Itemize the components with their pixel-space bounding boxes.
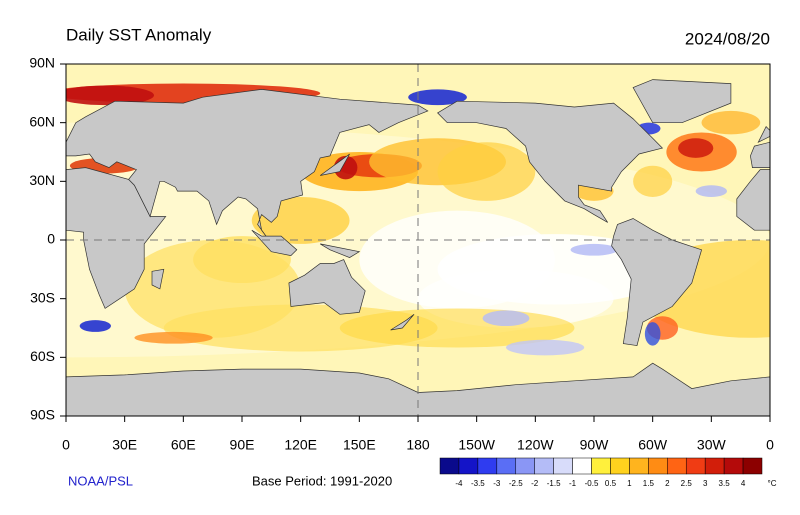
landmass bbox=[632, 79, 732, 124]
colorbar-swatch bbox=[648, 457, 668, 475]
colorbar-label: -1 bbox=[569, 479, 577, 488]
anomaly-patch bbox=[633, 165, 673, 197]
colorbar-swatch bbox=[610, 457, 630, 475]
landmass bbox=[611, 218, 703, 346]
lat-label: 60S bbox=[30, 348, 55, 364]
lon-label: 120E bbox=[284, 437, 317, 453]
colorbar-swatch bbox=[553, 457, 573, 475]
lon-label: 60E bbox=[171, 437, 196, 453]
anomaly-patch bbox=[66, 85, 154, 106]
source: NOAA/PSL bbox=[68, 473, 133, 488]
colorbar-swatch bbox=[534, 457, 554, 475]
colorbar-label: -2 bbox=[531, 479, 539, 488]
landmass bbox=[736, 169, 770, 231]
colorbar-swatch bbox=[704, 457, 725, 475]
anomaly-patch bbox=[678, 138, 714, 158]
colorbar-swatch bbox=[439, 457, 460, 475]
landmass bbox=[320, 243, 361, 258]
lat-label: 0 bbox=[47, 231, 55, 247]
lon-label: 30W bbox=[697, 437, 727, 453]
colorbar-label: -3.5 bbox=[471, 479, 485, 488]
anomaly-patch bbox=[644, 322, 661, 346]
anomaly-patch bbox=[701, 110, 761, 135]
lon-label: 90W bbox=[580, 437, 610, 453]
colorbar: -4 -3.5 -3 -2.5 -2 -1.5 -1 -0.5 0.5 1 1.5 2 2.5 3 3.5 4… bbox=[439, 457, 777, 488]
anomaly-patch bbox=[482, 310, 530, 327]
colorbar-label: -2.5 bbox=[509, 479, 523, 488]
land bbox=[66, 79, 770, 416]
colorbar-label: 2 bbox=[665, 479, 670, 488]
anomaly-patch bbox=[193, 236, 291, 284]
base-period: Base Period: 1991-2020 bbox=[252, 473, 392, 488]
colorbar-label: 2.5 bbox=[681, 479, 693, 488]
colorbar-label: -3 bbox=[493, 479, 501, 488]
lon-label: 150W bbox=[458, 437, 495, 453]
colorbar-swatch bbox=[496, 457, 517, 475]
colorbar-swatch bbox=[723, 457, 744, 475]
lat-label: 90N bbox=[29, 55, 55, 71]
colorbar-label: 1.5 bbox=[643, 479, 655, 488]
landmass bbox=[757, 126, 770, 143]
colorbar-swatch bbox=[629, 457, 649, 475]
anomaly-patch bbox=[505, 339, 585, 356]
lat-label: 60N bbox=[29, 113, 55, 129]
landmass bbox=[750, 141, 770, 168]
anomaly-patch bbox=[134, 331, 213, 344]
colorbar-label: 4 bbox=[741, 479, 746, 488]
lon-label: 90E bbox=[230, 437, 255, 453]
colorbar-swatch bbox=[591, 457, 611, 475]
colorbar-swatch bbox=[572, 457, 592, 475]
landmass bbox=[437, 100, 664, 223]
anomaly-patch bbox=[437, 142, 536, 201]
colorbar-swatch bbox=[742, 457, 763, 475]
lon-label: 30E bbox=[112, 437, 137, 453]
lon-label: 180 bbox=[406, 437, 430, 453]
lon-label: 120W bbox=[517, 437, 554, 453]
title: Daily SST Anomaly bbox=[66, 25, 212, 44]
colorbar-label: 3.5 bbox=[719, 479, 731, 488]
map-area bbox=[66, 64, 770, 416]
colorbar-label: 1 bbox=[627, 479, 632, 488]
colorbar-label: 3 bbox=[703, 479, 708, 488]
anomaly-patch bbox=[570, 243, 618, 256]
lat-label: 30S bbox=[30, 289, 55, 305]
anomaly-patch bbox=[408, 89, 467, 106]
landmass bbox=[288, 259, 366, 315]
lon-label: 0 bbox=[62, 437, 70, 453]
anomaly-patch bbox=[695, 185, 727, 197]
landmass bbox=[251, 229, 298, 256]
lon-label: 0 bbox=[766, 437, 774, 453]
colorbar-swatch bbox=[685, 457, 706, 475]
lon-label: 150E bbox=[343, 437, 376, 453]
colorbar-label: 0.5 bbox=[605, 479, 617, 488]
colorbar-swatch bbox=[515, 457, 535, 475]
colorbar-label: -1.5 bbox=[547, 479, 561, 488]
colorbar-swatch bbox=[667, 457, 687, 475]
colorbar-swatch bbox=[458, 457, 479, 475]
lat-label: 30N bbox=[29, 172, 55, 188]
lat-label: 90S bbox=[30, 407, 55, 423]
landmass bbox=[151, 268, 165, 290]
landmass bbox=[390, 314, 415, 331]
anomaly-patch bbox=[79, 320, 111, 332]
landmass bbox=[66, 362, 770, 416]
date: 2024/08/20 bbox=[685, 29, 770, 48]
axes: 90N 60N 30N 0 30S 60S 90S 0 30E 60E 90E 120E 150E 180… bbox=[29, 55, 774, 453]
colorbar-swatch bbox=[477, 457, 498, 475]
colorbar-label: -4 bbox=[455, 479, 463, 488]
colorbar-unit: °C bbox=[768, 479, 777, 488]
lon-label: 60W bbox=[638, 437, 668, 453]
landmass bbox=[319, 153, 350, 176]
landmass bbox=[66, 89, 429, 239]
colorbar-label: -0.5 bbox=[585, 479, 599, 488]
